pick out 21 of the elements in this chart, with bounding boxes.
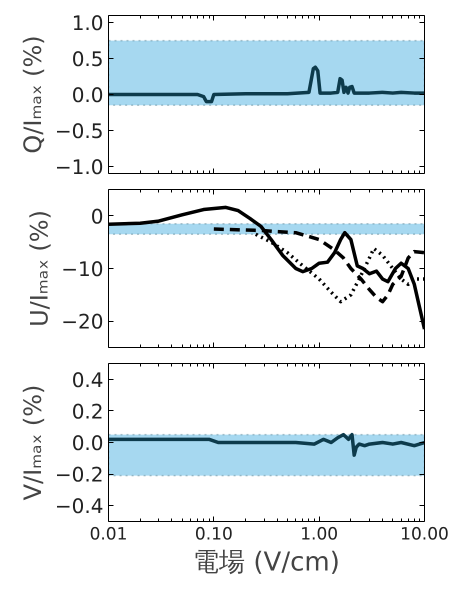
- y-tick-label: 0: [90, 204, 104, 228]
- x-tick-label: 0.10: [194, 524, 233, 544]
- y-tick-label: −0.5: [54, 118, 104, 143]
- y-tick-label: 0.0: [72, 431, 104, 455]
- y-tick-label: 1.0: [72, 11, 104, 36]
- y-tick-label: −20: [61, 310, 104, 334]
- y-axis-title: V/Iₘₐₓ (%): [18, 384, 47, 500]
- y-tick-label: 0.2: [72, 399, 104, 424]
- y-tick-label: −0.4: [54, 494, 104, 518]
- y-tick-label: −10: [61, 257, 104, 281]
- x-axis-title: 電場 (V/cm): [193, 548, 340, 578]
- x-tick-label: 10.00: [400, 524, 449, 544]
- x-tick-label: 1.00: [300, 524, 338, 544]
- x-tick-label: 0.01: [90, 524, 128, 544]
- y-tick-label: −1.0: [54, 154, 104, 179]
- y-tick-label: 0.4: [72, 368, 104, 392]
- y-axis-title: Q/Iₘₐₓ (%): [18, 35, 47, 154]
- y-tick-label: 0.5: [72, 47, 104, 72]
- y-axis-title: U/Iₘₐₓ (%): [25, 210, 54, 327]
- y-tick-label: −0.2: [54, 462, 104, 487]
- y-tick-label: 0.0: [72, 83, 104, 107]
